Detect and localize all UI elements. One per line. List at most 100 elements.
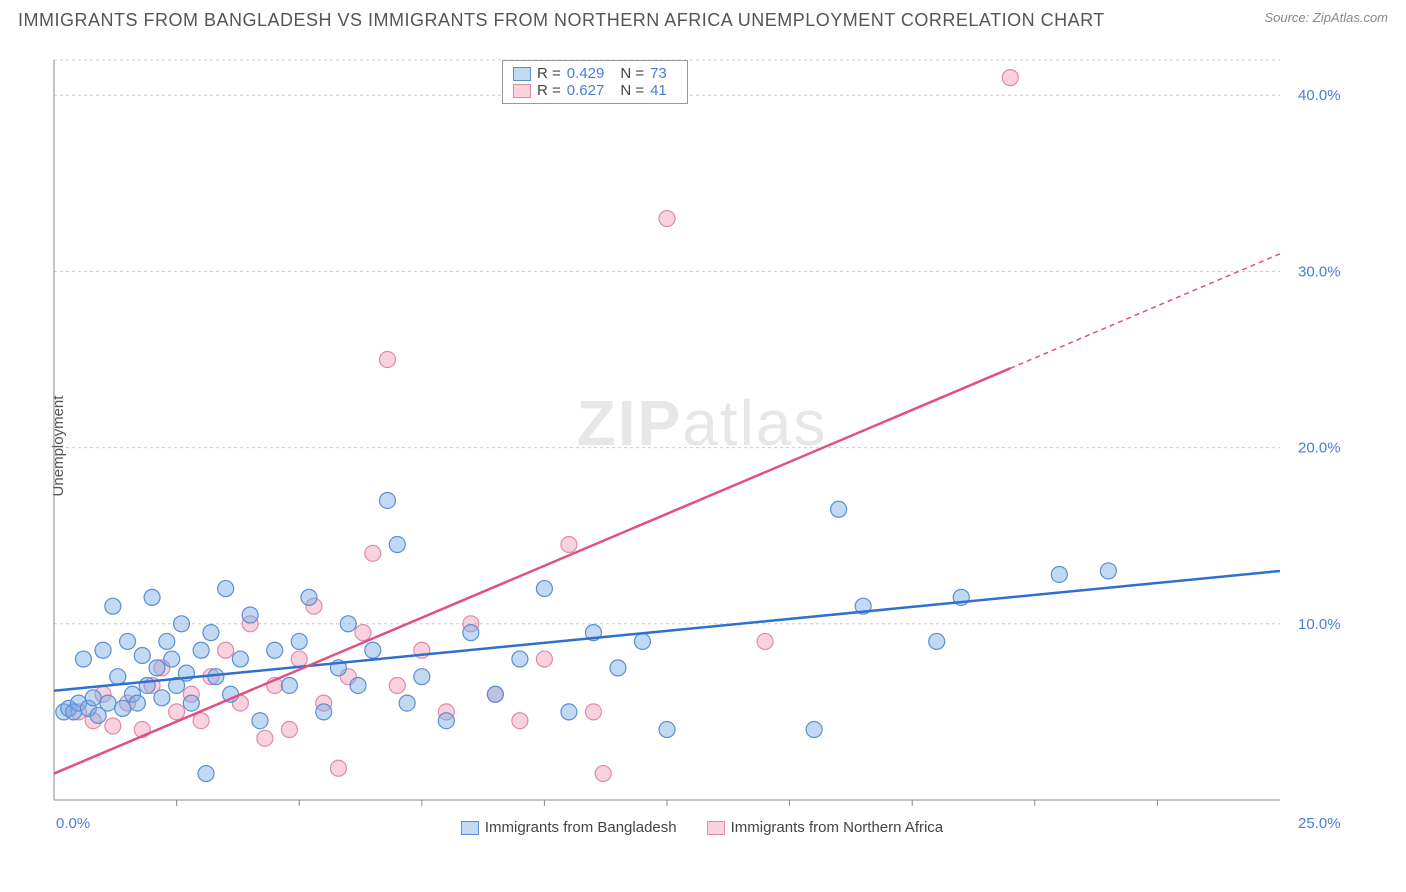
- scatter-point-series1: [316, 704, 332, 720]
- scatter-point-series2: [561, 537, 577, 553]
- scatter-point-series1: [95, 642, 111, 658]
- scatter-point-series1: [232, 651, 248, 667]
- scatter-point-series1: [379, 492, 395, 508]
- scatter-point-series1: [301, 589, 317, 605]
- scatter-point-series1: [806, 722, 822, 738]
- scatter-point-series2: [257, 730, 273, 746]
- scatter-point-series2: [536, 651, 552, 667]
- scatter-point-series1: [350, 677, 366, 693]
- scatter-point-series2: [291, 651, 307, 667]
- scatter-point-series1: [149, 660, 165, 676]
- series-legend-label: Immigrants from Northern Africa: [731, 819, 944, 836]
- scatter-point-series1: [610, 660, 626, 676]
- legend-swatch: [461, 821, 479, 835]
- stats-legend-row: R = 0.627 N = 41: [513, 82, 677, 99]
- scatter-point-series1: [100, 695, 116, 711]
- scatter-point-series2: [169, 704, 185, 720]
- n-label: N =: [620, 82, 644, 99]
- scatter-point-series2: [105, 718, 121, 734]
- scatter-point-series1: [105, 598, 121, 614]
- scatter-point-series1: [144, 589, 160, 605]
- scatter-point-series1: [561, 704, 577, 720]
- regression-line-series2: [54, 368, 1010, 773]
- legend-swatch: [707, 821, 725, 835]
- scatter-point-series1: [115, 700, 131, 716]
- scatter-point-series1: [831, 501, 847, 517]
- scatter-point-series2: [379, 352, 395, 368]
- scatter-point-series1: [438, 713, 454, 729]
- scatter-point-series1: [340, 616, 356, 632]
- series-legend-label: Immigrants from Bangladesh: [485, 819, 677, 836]
- series-legend-item: Immigrants from Northern Africa: [707, 819, 944, 836]
- stats-legend-row: R = 0.429 N = 73: [513, 65, 677, 82]
- scatter-point-series1: [174, 616, 190, 632]
- scatter-point-series2: [1002, 70, 1018, 86]
- scatter-point-series2: [659, 211, 675, 227]
- legend-swatch: [513, 84, 531, 98]
- scatter-point-series1: [193, 642, 209, 658]
- scatter-point-series1: [203, 625, 219, 641]
- scatter-point-series2: [281, 722, 297, 738]
- chart-area: 10.0%20.0%30.0%40.0%ZIPatlas0.0%25.0% R …: [44, 50, 1360, 840]
- y-tick-label: 10.0%: [1298, 616, 1341, 633]
- scatter-point-series2: [193, 713, 209, 729]
- scatter-point-series1: [929, 633, 945, 649]
- scatter-point-series1: [634, 633, 650, 649]
- scatter-point-series1: [134, 648, 150, 664]
- watermark: ZIPatlas: [577, 387, 828, 459]
- scatter-point-series1: [389, 537, 405, 553]
- scatter-point-series1: [252, 713, 268, 729]
- scatter-point-series1: [129, 695, 145, 711]
- scatter-point-series1: [463, 625, 479, 641]
- scatter-point-series1: [1051, 566, 1067, 582]
- n-value: 41: [650, 82, 667, 99]
- scatter-point-series1: [1100, 563, 1116, 579]
- scatter-point-series1: [75, 651, 91, 667]
- scatter-point-series1: [414, 669, 430, 685]
- scatter-point-series1: [512, 651, 528, 667]
- r-value: 0.627: [567, 82, 605, 99]
- legend-swatch: [513, 67, 531, 81]
- scatter-point-series1: [120, 633, 136, 649]
- scatter-point-series1: [536, 581, 552, 597]
- scatter-point-series1: [218, 581, 234, 597]
- scatter-point-series1: [183, 695, 199, 711]
- scatter-point-series1: [487, 686, 503, 702]
- scatter-point-series2: [218, 642, 234, 658]
- scatter-point-series1: [399, 695, 415, 711]
- series-legend: Immigrants from Bangladesh Immigrants fr…: [44, 819, 1360, 836]
- scatter-point-series1: [659, 722, 675, 738]
- n-label: N =: [620, 65, 644, 82]
- scatter-point-series2: [389, 677, 405, 693]
- scatter-point-series2: [512, 713, 528, 729]
- scatter-point-series2: [355, 625, 371, 641]
- scatter-point-series1: [110, 669, 126, 685]
- scatter-point-series1: [291, 633, 307, 649]
- scatter-point-series2: [365, 545, 381, 561]
- scatter-point-series1: [365, 642, 381, 658]
- scatter-point-series1: [267, 642, 283, 658]
- r-label: R =: [537, 65, 561, 82]
- r-label: R =: [537, 82, 561, 99]
- scatter-point-series1: [242, 607, 258, 623]
- series-legend-item: Immigrants from Bangladesh: [461, 819, 677, 836]
- chart-title: IMMIGRANTS FROM BANGLADESH VS IMMIGRANTS…: [18, 10, 1105, 31]
- scatter-point-series1: [154, 690, 170, 706]
- scatter-point-series1: [85, 690, 101, 706]
- n-value: 73: [650, 65, 667, 82]
- stats-legend: R = 0.429 N = 73 R = 0.627 N = 41: [502, 60, 688, 104]
- scatter-point-series2: [330, 760, 346, 776]
- scatter-point-series1: [198, 766, 214, 782]
- scatter-point-series2: [585, 704, 601, 720]
- y-tick-label: 40.0%: [1298, 87, 1341, 104]
- scatter-chart: 10.0%20.0%30.0%40.0%ZIPatlas0.0%25.0%: [44, 50, 1360, 840]
- scatter-point-series2: [595, 766, 611, 782]
- scatter-point-series1: [159, 633, 175, 649]
- regression-line-series1: [54, 571, 1280, 691]
- y-tick-label: 30.0%: [1298, 263, 1341, 280]
- scatter-point-series1: [281, 677, 297, 693]
- r-value: 0.429: [567, 65, 605, 82]
- y-tick-label: 20.0%: [1298, 440, 1341, 457]
- scatter-point-series2: [757, 633, 773, 649]
- scatter-point-series1: [164, 651, 180, 667]
